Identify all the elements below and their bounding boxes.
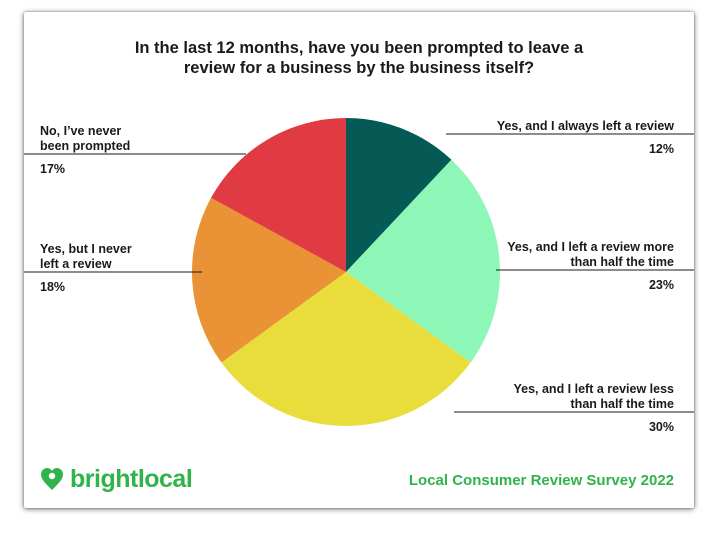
survey-name: Local Consumer Review Survey 2022: [408, 472, 674, 489]
chart-title: In the last 12 months, have you been pro…: [24, 38, 694, 78]
slice-label-4: Yes, but I never left a review 18%: [40, 242, 132, 295]
brand-name: brightlocal: [70, 464, 193, 493]
slice-label-1: Yes, and I always left a review 12%: [497, 119, 674, 157]
pie-slice-5: [211, 118, 346, 272]
slice-label-3: Yes, and I left a review less than half t…: [513, 382, 674, 435]
pie-slice-4: [191, 197, 346, 363]
slice-label-text: than half the time: [570, 397, 674, 411]
pie-slice-3: [221, 272, 471, 427]
slice-label-text: Yes, and I always left a review: [496, 119, 674, 133]
pie-slice-2: [346, 159, 501, 363]
chart-card: In the last 12 months, have you been pro…: [24, 12, 694, 508]
slice-label-text: been prompted: [40, 139, 131, 153]
chart-title-line-1: In the last 12 months, have you been pro…: [134, 39, 584, 57]
slice-percent: 17%: [40, 162, 66, 176]
slice-percent: 18%: [40, 280, 66, 294]
slice-label-text: No, I’ve never: [40, 124, 122, 138]
slice-percent: 23%: [648, 278, 674, 292]
pie-slice-1: [346, 118, 452, 272]
slice-label-2: Yes, and I left a review more than half t…: [507, 240, 674, 293]
chart-title-line-2: review for a business by the business it…: [183, 59, 535, 77]
brightlocal-logo: brightlocal: [40, 464, 193, 494]
slice-label-text: Yes, and I left a review less: [513, 382, 674, 396]
pie-chart: [24, 118, 694, 427]
slice-label-text: Yes, but I never: [40, 242, 132, 256]
slice-label-text: Yes, and I left a review more: [507, 240, 674, 254]
heart-pin-icon: [41, 468, 63, 490]
slice-label-text: than half the time: [570, 255, 674, 269]
slice-percent: 12%: [648, 142, 674, 156]
slice-percent: 30%: [648, 420, 674, 434]
slice-label-5: No, I’ve never been prompted 17%: [40, 124, 130, 177]
slice-label-text: left a review: [40, 257, 112, 271]
